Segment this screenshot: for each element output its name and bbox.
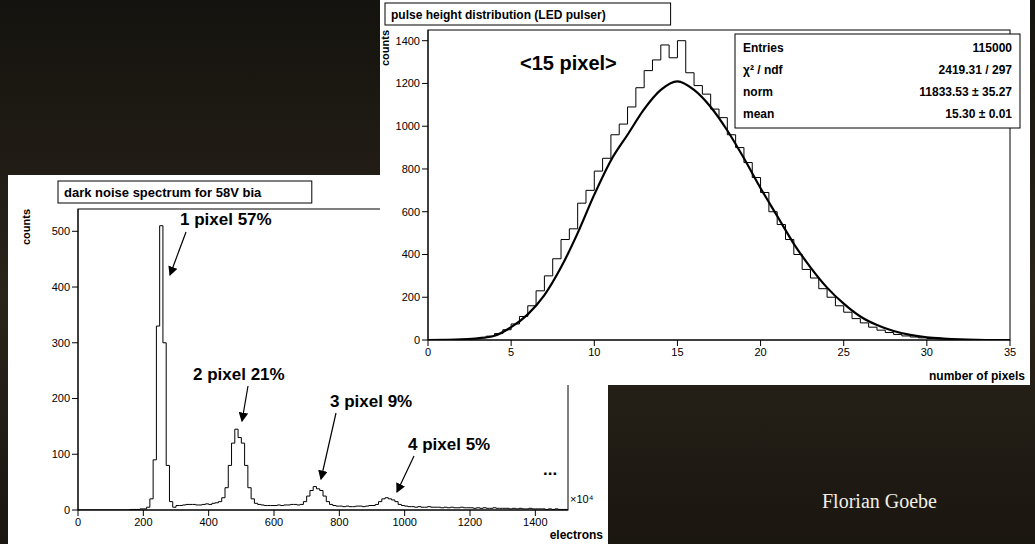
- svg-text:electrons: electrons: [550, 528, 604, 542]
- svg-text:100: 100: [52, 448, 70, 460]
- svg-text:200: 200: [52, 392, 70, 404]
- svg-text:1 pixel 57%: 1 pixel 57%: [180, 210, 272, 229]
- svg-text:20: 20: [754, 346, 766, 358]
- svg-text:2 pixel 21%: 2 pixel 21%: [193, 365, 285, 384]
- svg-text:400: 400: [52, 281, 70, 293]
- svg-text:35: 35: [1004, 346, 1016, 358]
- svg-text:10: 10: [588, 346, 600, 358]
- svg-text:115000: 115000: [973, 41, 1013, 55]
- svg-text:χ² / ndf: χ² / ndf: [743, 63, 784, 77]
- svg-text:<15 pixel>: <15 pixel>: [520, 52, 617, 74]
- svg-text:counts: counts: [380, 30, 391, 66]
- svg-text:200: 200: [402, 291, 420, 303]
- svg-text:30: 30: [921, 346, 933, 358]
- svg-text:...: ...: [543, 460, 557, 479]
- svg-text:15.30 ± 0.01: 15.30 ± 0.01: [945, 107, 1012, 121]
- svg-text:15: 15: [671, 346, 683, 358]
- html-text:Florian Goebe: Florian Goebe: [822, 490, 937, 512]
- svg-text:0: 0: [425, 346, 431, 358]
- svg-text:2419.31 / 297: 2419.31 / 297: [939, 63, 1013, 77]
- svg-text:1000: 1000: [392, 516, 416, 528]
- svg-text:3 pixel 9%: 3 pixel 9%: [330, 392, 412, 411]
- svg-text:300: 300: [52, 337, 70, 349]
- svg-text:×10⁴: ×10⁴: [570, 493, 594, 505]
- svg-text:0: 0: [64, 504, 70, 516]
- svg-text:200: 200: [134, 516, 152, 528]
- svg-text:number of pixels: number of pixels: [929, 369, 1025, 383]
- svg-text:1400: 1400: [523, 516, 547, 528]
- svg-text:1400: 1400: [396, 35, 420, 47]
- svg-text:400: 400: [402, 248, 420, 260]
- svg-text:25: 25: [838, 346, 850, 358]
- svg-text:1200: 1200: [396, 77, 420, 89]
- svg-text:800: 800: [330, 516, 348, 528]
- svg-text:4 pixel 5%: 4 pixel 5%: [408, 435, 490, 454]
- svg-text:400: 400: [199, 516, 217, 528]
- svg-text:pulse height distribution (LED: pulse height distribution (LED pulser): [391, 8, 606, 22]
- svg-text:500: 500: [52, 225, 70, 237]
- svg-text:0: 0: [75, 516, 81, 528]
- svg-text:800: 800: [402, 163, 420, 175]
- svg-text:1000: 1000: [396, 120, 420, 132]
- svg-text:5: 5: [508, 346, 514, 358]
- svg-text:0: 0: [414, 334, 420, 346]
- svg-text:Entries: Entries: [743, 41, 784, 55]
- svg-text:11833.53 ± 35.27: 11833.53 ± 35.27: [919, 85, 1012, 99]
- svg-text:mean: mean: [743, 107, 774, 121]
- svg-text:600: 600: [265, 516, 283, 528]
- svg-text:dark noise spectrum for 58V bi: dark noise spectrum for 58V bia: [64, 185, 262, 200]
- svg-text:counts: counts: [20, 209, 32, 245]
- svg-text:norm: norm: [743, 85, 773, 99]
- svg-text:1200: 1200: [458, 516, 482, 528]
- svg-text:600: 600: [402, 206, 420, 218]
